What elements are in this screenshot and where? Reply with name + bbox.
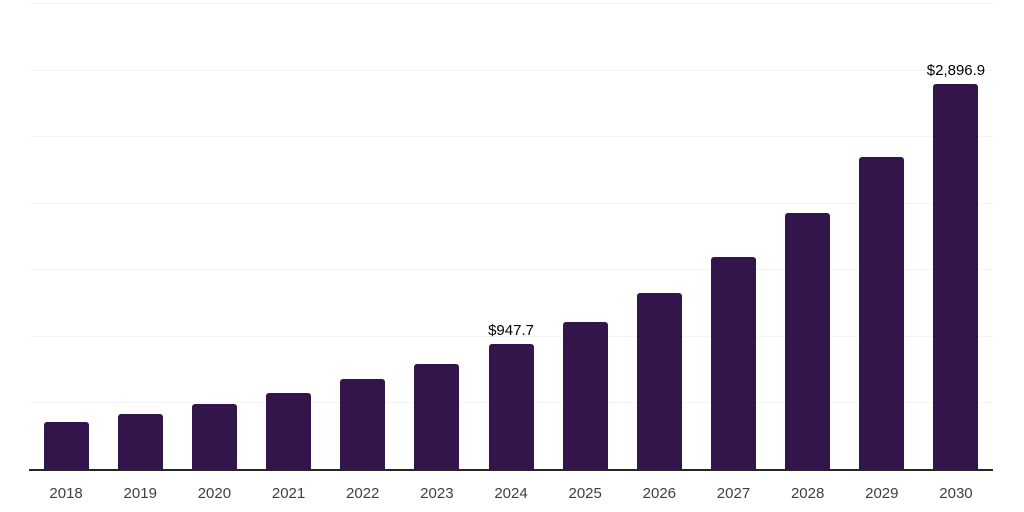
bar-2021 <box>266 393 312 470</box>
bar-column-2020 <box>177 4 251 470</box>
x-tick-label-2022: 2022 <box>346 485 380 502</box>
bar-column-2027 <box>696 4 770 470</box>
bar-2028 <box>785 213 831 470</box>
gridline-2500 <box>29 136 993 138</box>
bar-column-2022 <box>326 4 400 470</box>
bar-column-2023 <box>400 4 474 470</box>
bar-2025 <box>562 321 608 470</box>
bar-2026 <box>636 292 682 470</box>
bar-column-2019 <box>103 4 177 470</box>
bar-2024 <box>488 343 534 470</box>
gridline-3000 <box>29 69 993 71</box>
bar-column-2030: $2,896.9 <box>919 4 993 470</box>
x-tick-label-2030: 2030 <box>939 485 973 502</box>
bar-2029 <box>859 156 905 470</box>
plot-area: $947.7 $2,896.9 <box>29 3 993 470</box>
x-tick-label-2027: 2027 <box>716 485 751 502</box>
bar-2018 <box>43 422 89 470</box>
bar-2022 <box>340 379 386 470</box>
x-tick-label-2029: 2029 <box>865 485 899 502</box>
x-tick-label-2018: 2018 <box>49 485 83 502</box>
bar-2019 <box>117 413 163 470</box>
bar-column-2026 <box>622 4 696 470</box>
x-tick-label-2020: 2020 <box>197 485 232 502</box>
x-tick-label-2023: 2023 <box>420 485 454 502</box>
x-tick-label-2021: 2021 <box>271 485 306 502</box>
bar-column-2025 <box>548 4 622 470</box>
bar-value-label-2024: $947.7 <box>488 321 534 339</box>
gridline-2000 <box>29 202 993 204</box>
bar-2027 <box>710 257 756 470</box>
x-tick-label-2025: 2025 <box>568 485 602 502</box>
gridline-1500 <box>29 269 993 271</box>
bar-column-2018 <box>29 4 103 470</box>
bar-2023 <box>414 363 460 470</box>
x-axis-line <box>29 469 993 471</box>
x-tick-label-2026: 2026 <box>642 485 677 502</box>
bar-column-2021 <box>251 4 325 470</box>
bar-column-2028 <box>771 4 845 470</box>
gridline-1000 <box>29 335 993 337</box>
bar-value-label-2030: $2,896.9 <box>926 62 986 80</box>
gridline-3500 <box>29 3 993 4</box>
bar-column-2024: $947.7 <box>474 4 548 470</box>
x-tick-label-2024: 2024 <box>494 485 528 502</box>
x-axis-tick-labels: 2018 2019 2020 2021 2022 2023 2024 2025 2026 2027… <box>29 485 993 503</box>
bars-group: $947.7 $2,896.9 <box>29 4 993 470</box>
x-tick-label-2028: 2028 <box>790 485 825 502</box>
bar-2020 <box>191 404 237 470</box>
bar-column-2029 <box>845 4 919 470</box>
x-tick-label-2019: 2019 <box>123 485 157 502</box>
bar-2030 <box>933 84 979 470</box>
